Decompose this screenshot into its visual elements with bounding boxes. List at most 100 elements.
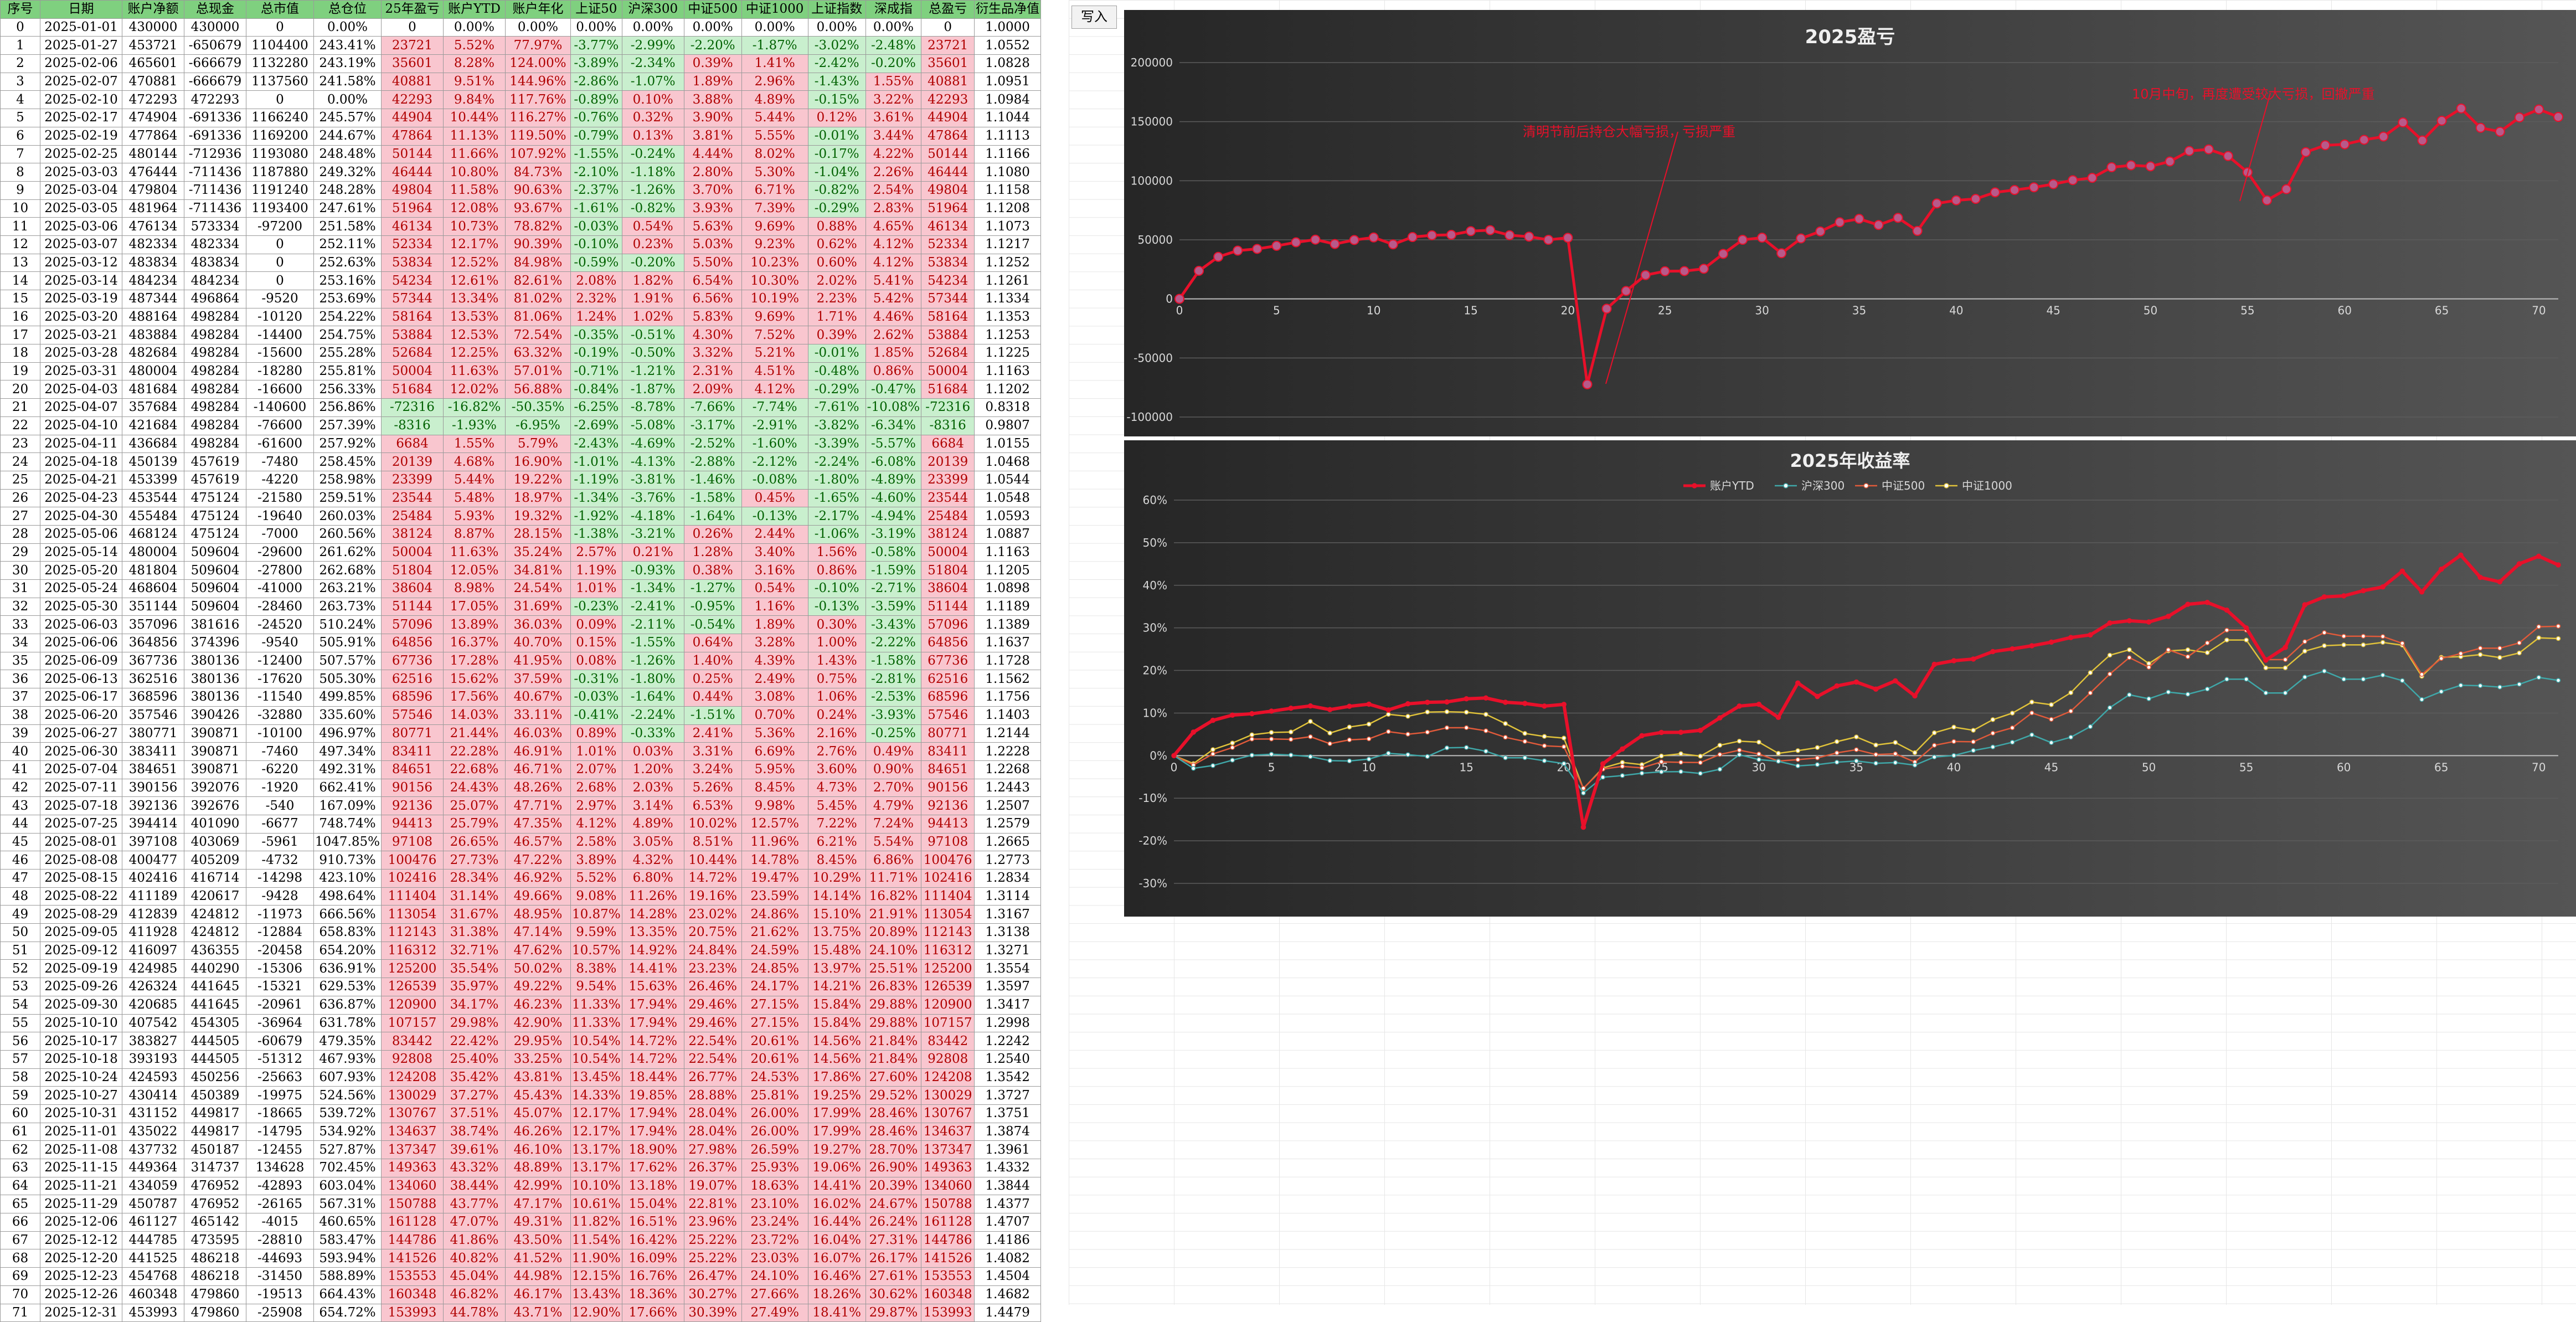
table-cell[interactable]: -2.37% (570, 181, 622, 200)
table-cell[interactable]: 58164 (921, 307, 975, 327)
table-cell[interactable]: 252.63% (313, 253, 382, 272)
data-point[interactable] (1405, 752, 1410, 757)
data-point[interactable] (2204, 600, 2210, 605)
data-point[interactable] (2087, 173, 2098, 183)
data-point[interactable] (2398, 117, 2408, 128)
table-cell[interactable]: -4.60% (865, 488, 922, 508)
data-point[interactable] (2244, 637, 2249, 642)
table-cell[interactable]: 2025-10-31 (40, 1104, 122, 1123)
table-cell[interactable]: 44.98% (504, 1267, 571, 1286)
table-cell[interactable]: 141526 (380, 1249, 444, 1268)
table-cell[interactable]: 1.89% (741, 615, 808, 635)
table-cell[interactable]: 1.3874 (974, 1122, 1042, 1141)
data-point[interactable] (2419, 589, 2425, 595)
table-cell[interactable]: 11.58% (442, 181, 506, 200)
table-cell[interactable]: 2025-12-31 (40, 1303, 122, 1322)
table-cell[interactable]: 420685 (122, 995, 184, 1015)
table-cell[interactable]: -20458 (246, 941, 314, 960)
table-cell[interactable]: -1.06% (807, 524, 866, 544)
table-cell[interactable]: 23.02% (683, 905, 742, 924)
table-cell[interactable]: 2025-08-01 (40, 832, 122, 852)
table-cell[interactable]: 84651 (921, 760, 975, 779)
table-cell[interactable]: 0 (246, 18, 314, 37)
table-cell[interactable]: 55 (0, 1014, 40, 1033)
table-cell[interactable]: 53884 (921, 326, 975, 345)
table-cell[interactable]: 46.10% (504, 1140, 571, 1159)
table-cell[interactable]: 20 (0, 380, 40, 399)
table-cell[interactable]: 40.70% (504, 634, 571, 652)
table-cell[interactable]: 161128 (921, 1213, 975, 1232)
table-cell[interactable]: -0.95% (683, 597, 742, 616)
table-cell[interactable]: 31.67% (442, 905, 506, 924)
table-cell[interactable]: 16.76% (621, 1267, 684, 1286)
data-point[interactable] (2010, 725, 2015, 731)
table-cell[interactable]: 0.25% (683, 670, 742, 689)
table-cell[interactable]: 2025-09-30 (40, 995, 122, 1015)
table-cell[interactable]: 11.26% (621, 887, 684, 906)
table-cell[interactable]: 1.1113 (974, 126, 1042, 146)
table-cell[interactable]: 161128 (380, 1213, 444, 1232)
table-cell[interactable]: 124208 (380, 1068, 444, 1087)
data-point[interactable] (1347, 737, 1352, 743)
table-cell[interactable]: -10120 (246, 307, 314, 327)
data-point[interactable] (2107, 705, 2113, 711)
column-header[interactable]: 中证1000 (741, 0, 808, 19)
table-cell[interactable]: 19 (0, 362, 40, 381)
data-point[interactable] (1230, 758, 1235, 763)
table-cell[interactable]: 2025-03-05 (40, 199, 122, 218)
table-cell[interactable]: 50004 (921, 362, 975, 381)
table-cell[interactable]: -711436 (184, 181, 246, 200)
table-cell[interactable]: -7480 (246, 452, 314, 471)
table-cell[interactable]: 45.43% (504, 1086, 571, 1105)
table-cell[interactable]: 486218 (184, 1267, 246, 1286)
table-cell[interactable]: 460348 (122, 1285, 184, 1304)
data-point[interactable] (1640, 270, 1651, 280)
table-cell[interactable]: 1.85% (865, 344, 922, 363)
data-point[interactable] (1503, 721, 1508, 726)
data-point[interactable] (2126, 618, 2132, 624)
column-header[interactable]: 上证指数 (807, 0, 866, 19)
table-cell[interactable]: 11.63% (442, 543, 506, 562)
column-header[interactable]: 深成指 (865, 0, 922, 19)
table-cell[interactable]: -7.66% (683, 398, 742, 417)
table-cell[interactable]: -3.81% (621, 470, 684, 490)
table-cell[interactable]: 2025-07-04 (40, 760, 122, 779)
data-point[interactable] (1271, 240, 1282, 251)
table-cell[interactable]: 1.4377 (974, 1195, 1042, 1214)
table-cell[interactable]: 117.76% (504, 90, 571, 110)
table-cell[interactable]: 0.30% (807, 615, 866, 635)
column-header[interactable]: 日期 (40, 0, 122, 19)
table-cell[interactable]: 97108 (380, 832, 444, 852)
table-cell[interactable]: 2.49% (741, 670, 808, 689)
data-point[interactable] (2497, 685, 2502, 690)
table-cell[interactable]: 19.85% (621, 1086, 684, 1105)
table-cell[interactable]: 6.56% (683, 290, 742, 308)
table-cell[interactable]: 27 (0, 507, 40, 526)
table-cell[interactable]: 38124 (380, 524, 444, 544)
table-cell[interactable]: 19.07% (683, 1176, 742, 1196)
table-cell[interactable]: -6.25% (570, 398, 622, 417)
table-cell[interactable]: 2025-04-03 (40, 380, 122, 399)
table-cell[interactable]: -7.74% (741, 398, 808, 417)
table-cell[interactable]: 113054 (921, 905, 975, 924)
table-cell[interactable]: 3.22% (865, 90, 922, 110)
table-cell[interactable]: 496864 (184, 290, 246, 308)
table-cell[interactable]: 1.1728 (974, 651, 1042, 671)
table-cell[interactable]: 29.87% (865, 1303, 922, 1322)
table-cell[interactable]: -42893 (246, 1176, 314, 1196)
table-cell[interactable]: 18.63% (741, 1176, 808, 1196)
table-cell[interactable]: 150788 (921, 1195, 975, 1214)
table-cell[interactable]: -0.82% (621, 199, 684, 218)
table-cell[interactable]: 44904 (921, 109, 975, 127)
column-header[interactable]: 衍生品净值 (974, 0, 1042, 19)
table-cell[interactable]: 1.3751 (974, 1104, 1042, 1123)
table-cell[interactable]: 120900 (921, 995, 975, 1015)
table-cell[interactable]: 243.19% (313, 54, 382, 73)
table-cell[interactable]: 97108 (921, 832, 975, 852)
table-cell[interactable]: -2.69% (570, 416, 622, 435)
data-point[interactable] (1873, 760, 1878, 766)
table-cell[interactable]: 34.17% (442, 995, 506, 1015)
table-cell[interactable]: 1.1073 (974, 217, 1042, 236)
table-cell[interactable]: 38604 (380, 579, 444, 598)
table-cell[interactable]: 263.73% (313, 597, 382, 616)
